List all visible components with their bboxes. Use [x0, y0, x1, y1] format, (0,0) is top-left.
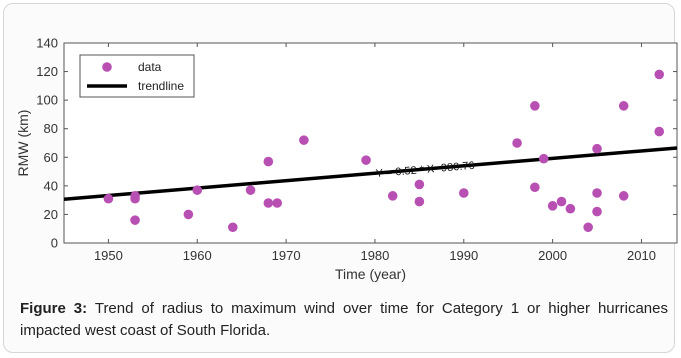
data-point — [556, 196, 567, 207]
y-tick-label: 60 — [44, 150, 58, 165]
data-point — [227, 222, 238, 233]
y-axis-label: RMW (km) — [15, 110, 31, 177]
caption-text: Trend of radius to maximum wind over tim… — [20, 300, 668, 339]
x-axis-label: Time (year) — [335, 266, 406, 282]
y-tick-label: 140 — [36, 36, 58, 51]
data-point — [512, 138, 522, 148]
data-point — [103, 193, 114, 204]
data-point — [245, 185, 256, 195]
data-point — [654, 126, 665, 137]
x-tick-label: 1960 — [183, 248, 212, 263]
x-tick-label: 2000 — [538, 248, 567, 263]
data-point — [414, 196, 425, 207]
legend-box — [79, 54, 195, 98]
trendline-layer — [63, 146, 678, 201]
data-point — [565, 203, 576, 214]
data-point — [263, 198, 274, 208]
y-tick-label: 40 — [44, 178, 58, 193]
y-tick-label: 0 — [51, 236, 58, 251]
trendline — [63, 146, 678, 201]
x-tick-label: 1970 — [272, 248, 301, 263]
data-point — [130, 193, 140, 204]
y-tick-label: 20 — [44, 207, 58, 222]
data-point — [547, 201, 558, 211]
data-point — [538, 153, 549, 164]
data-point — [592, 188, 602, 198]
data-point — [592, 143, 602, 154]
legend: data trendline — [79, 54, 195, 98]
data-point — [458, 188, 469, 198]
legend-label-trendline: trendline — [138, 79, 184, 93]
scatter-chart: 1950 1960 1970 1980 1990 2000 2010 0 20 40 60 80 100… — [15, 36, 678, 282]
data-point — [130, 215, 140, 225]
data-point — [263, 156, 274, 167]
data-point — [592, 206, 602, 217]
data-point — [414, 179, 425, 190]
data-point — [618, 191, 629, 201]
data-point — [192, 185, 203, 195]
y-tick-label: 100 — [36, 93, 58, 108]
x-tick-label: 1980 — [360, 248, 389, 263]
data-point — [361, 155, 371, 165]
data-point — [618, 101, 629, 111]
x-tick-label: 1950 — [94, 248, 123, 263]
caption-label: Figure 3: — [20, 300, 88, 317]
x-tick-label: 1990 — [449, 248, 478, 263]
data-point — [183, 209, 194, 220]
data-points — [103, 69, 665, 233]
data-point — [299, 135, 309, 145]
y-tick-label: 80 — [44, 121, 58, 136]
data-point — [272, 198, 283, 208]
data-point — [387, 191, 398, 201]
data-point — [530, 101, 540, 111]
x-tick-label: 2010 — [627, 248, 656, 263]
data-point — [530, 182, 540, 193]
legend-data-marker — [102, 62, 112, 72]
figure-caption: Figure 3: Trend of radius to maximum win… — [20, 298, 668, 342]
legend-label-data: data — [138, 60, 162, 74]
data-point — [654, 69, 665, 80]
y-tick-label: 120 — [36, 64, 58, 79]
data-point — [583, 222, 593, 233]
